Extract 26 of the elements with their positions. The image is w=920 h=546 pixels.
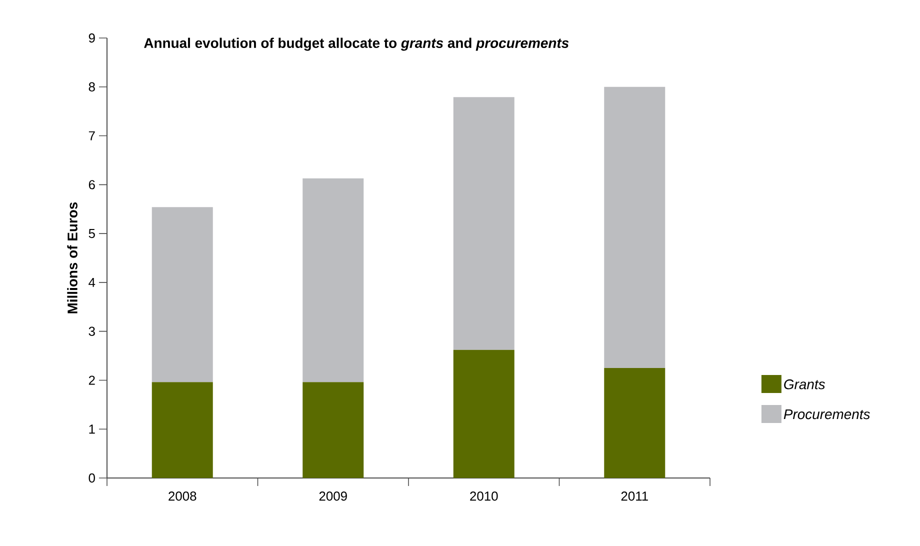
y-axis-title: Millions of Euros <box>67 202 78 314</box>
y-tick-label: 9 <box>88 33 95 43</box>
y-tick-label: 3 <box>88 326 95 336</box>
x-tick-label: 2011 <box>621 492 648 501</box>
x-tick-label: 2009 <box>319 492 347 501</box>
bar <box>604 86 666 368</box>
y-tick-label: 5 <box>88 229 95 238</box>
bar <box>453 350 514 478</box>
bar <box>453 97 514 350</box>
bar <box>604 368 666 478</box>
y-tick-label: 2 <box>88 376 95 385</box>
y-tick-label: 8 <box>88 82 95 92</box>
x-tick-label: 2010 <box>470 492 498 501</box>
x-tick-label: 2008 <box>168 492 196 501</box>
y-tick-label: 7 <box>88 131 95 140</box>
bar <box>302 178 364 382</box>
y-tick-label: 4 <box>88 278 96 287</box>
bar <box>152 382 213 478</box>
legend-label: Grants <box>784 379 825 390</box>
y-tick-label: 1 <box>89 424 95 434</box>
y-tick-label: 0 <box>88 473 95 483</box>
bar <box>302 382 364 478</box>
legend-label: Procurements <box>784 409 870 420</box>
chart-title: Annual evolution of budget allocate to grants and procurements <box>144 38 569 51</box>
bar <box>152 207 213 382</box>
y-tick-label: 6 <box>88 180 95 190</box>
